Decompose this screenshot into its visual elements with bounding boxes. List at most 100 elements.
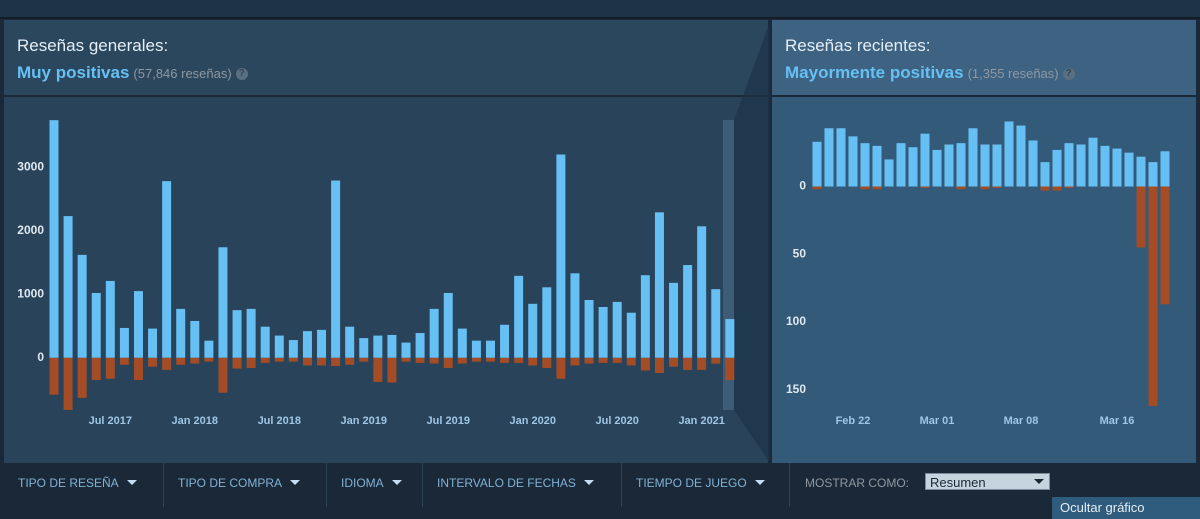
review-count: (1,355 reseñas) [967,66,1059,81]
bar [91,293,101,358]
bar [91,357,101,381]
bar [133,291,143,358]
bar [1076,144,1086,187]
display-select[interactable]: Resumen [925,473,1050,490]
bar [836,128,846,187]
y-tick-label: 2000 [17,223,44,237]
bar [133,357,143,381]
bar [920,186,930,188]
bar [669,282,679,358]
top-strip [0,0,1200,19]
bar [63,357,73,410]
filter[interactable]: TIPO DE RESEÑA [4,463,164,507]
filter-label: IDIOMA [341,476,384,490]
hide-graph-button[interactable]: Ocultar gráfico [1052,497,1200,519]
bar [317,329,327,358]
bar [471,357,481,362]
bar [49,357,59,395]
bar [860,143,870,187]
bar [556,154,566,358]
bar [514,357,524,363]
bar [598,357,608,363]
x-tick-label: Jul 2018 [258,415,301,427]
bar [1004,121,1014,187]
bar [274,335,284,358]
bar [848,136,858,187]
bar [387,357,397,383]
bar [612,357,622,363]
x-tick-label: Jan 2021 [678,415,724,427]
filter-label: TIEMPO DE JUEGO [636,476,747,490]
bar [920,133,930,187]
bar [1064,143,1074,187]
bar [711,289,721,358]
filter[interactable]: IDIOMA [327,463,423,507]
bar [373,335,383,358]
bar [415,357,425,363]
select-arrow [1034,479,1044,489]
x-tick-label: Jan 2018 [172,415,218,427]
bar [429,357,439,364]
bar [556,357,566,379]
help-icon[interactable]: ? [1062,68,1075,80]
y-tick-label: 50 [793,246,807,260]
bar [908,147,918,187]
bar [162,181,172,358]
bar [1160,151,1170,187]
x-tick-label: Mar 08 [1004,415,1039,427]
bar [626,357,636,366]
bar [711,357,721,364]
filter[interactable]: INTERVALO DE FECHAS [423,463,622,507]
filter[interactable]: TIEMPO DE JUEGO [622,463,790,507]
range-selection[interactable] [723,120,734,410]
x-tick-label: Jul 2020 [595,415,638,427]
bar [176,308,186,358]
bar [500,357,510,363]
bar [359,338,369,358]
bar [980,186,990,190]
bar [302,331,312,358]
panel-title: Reseñas recientes: [785,36,931,55]
x-tick-label: Feb 22 [836,415,871,427]
bar [1040,186,1050,191]
bar [1148,186,1158,406]
x-tick-label: Jan 2019 [341,415,387,427]
panel-title: Reseñas generales: [17,36,169,55]
bar [872,186,882,190]
bar [457,357,467,364]
bar [1064,186,1074,188]
filter[interactable]: TIPO DE COMPRA [164,463,327,507]
bar [302,357,312,366]
bar [980,144,990,187]
bar [49,120,59,358]
bar [415,333,425,358]
bar [1112,148,1122,187]
bar [1040,162,1050,187]
summary: Mayormente positivas [785,63,964,82]
bar [176,357,186,365]
bar [956,186,966,190]
bar [683,265,693,358]
filter-label: INTERVALO DE FECHAS [437,476,576,490]
x-tick-label: Mar 01 [920,415,955,427]
bar [485,357,495,362]
bar [542,357,552,368]
bar [669,357,679,367]
bar [1016,125,1026,187]
bar [992,144,1002,187]
bar [626,312,636,358]
help-icon[interactable]: ? [235,68,248,80]
y-tick-label: 100 [786,314,806,328]
bar [1052,149,1062,187]
bar [1160,186,1170,305]
bar [401,357,411,362]
bar [697,226,707,358]
bar [584,357,594,364]
bar [654,357,664,374]
x-tick-label: Mar 16 [1100,415,1135,427]
y-tick-label: 0 [37,350,44,364]
select-value: Resumen [930,475,986,490]
bar [148,328,158,358]
bar [218,357,228,393]
